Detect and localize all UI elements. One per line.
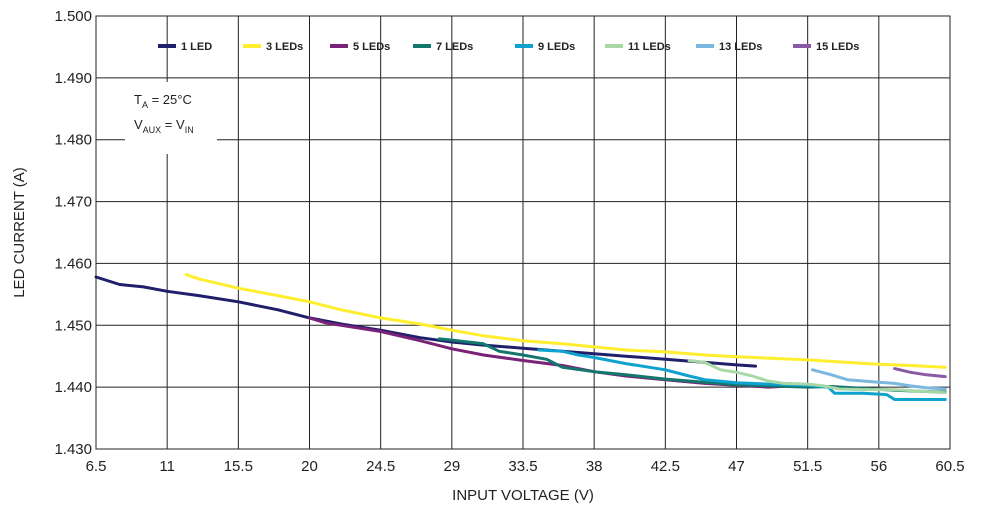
annotation-line-temperature: TA = 25°C: [134, 92, 192, 110]
y-tick-label: 1.430: [54, 441, 92, 458]
x-tick-label: 38: [586, 458, 603, 475]
y-tick-label: 1.500: [54, 8, 92, 25]
x-tick-label: 6.5: [86, 458, 107, 475]
annotation-v-eq: = V: [161, 117, 185, 132]
y-axis-label: LED CURRENT (A): [11, 167, 28, 298]
x-tick-label: 51.5: [793, 458, 822, 475]
y-tick-label: 1.490: [54, 70, 92, 87]
legend-label: 5 LEDs: [353, 41, 390, 53]
x-tick-label: 24.5: [366, 458, 395, 475]
annotation-v-sub2: IN: [185, 125, 194, 135]
x-tick-label: 47: [728, 458, 745, 475]
series-line-9-leds: [537, 348, 947, 401]
y-tick-label: 1.440: [54, 379, 92, 396]
legend: 1 LED 3 LEDs 5 LEDs 7 LEDs 9 LEDs 11 LEDs 13 L…: [158, 41, 859, 53]
series-line-15-leds: [893, 367, 947, 379]
y-tick-label: 1.480: [54, 132, 92, 149]
annotation-line-vaux: VAUX = VIN: [134, 117, 194, 135]
x-tick-labels: 6.5 11 15.5 20 24.5 29 33.5 38 42.5 47 51.5 56 60.5: [86, 458, 965, 475]
y-tick-label: 1.460: [54, 255, 92, 272]
plot-frame: [95, 15, 951, 450]
annotation-v-sub: AUX: [143, 125, 162, 135]
conditions-annotation: TA = 25°C VAUX = VIN: [125, 82, 217, 154]
x-tick-label: 15.5: [224, 458, 253, 475]
x-tick-label: 42.5: [651, 458, 680, 475]
annotation-t-value: = 25°C: [148, 92, 192, 107]
legend-label: 3 LEDs: [266, 41, 303, 53]
annotation-background: [125, 82, 217, 154]
y-tick-labels: 1.430 1.440 1.450 1.460 1.470 1.480 1.490 1.500: [54, 8, 92, 458]
legend-label: 7 LEDs: [436, 41, 473, 53]
x-tick-label: 20: [301, 458, 318, 475]
annotation-t-sub: A: [142, 100, 148, 110]
legend-label: 13 LEDs: [719, 41, 762, 53]
series-line-1-led: [94, 275, 757, 368]
legend-label: 1 LED: [181, 41, 212, 53]
legend-label: 9 LEDs: [538, 41, 575, 53]
y-tick-label: 1.470: [54, 194, 92, 211]
y-tick-label: 1.450: [54, 317, 92, 334]
x-tick-label: 60.5: [935, 458, 964, 475]
x-axis-label: INPUT VOLTAGE (V): [452, 487, 594, 504]
series-line-13-leds: [810, 368, 947, 391]
series-layer: [94, 273, 947, 401]
x-tick-label: 11: [159, 458, 175, 475]
x-tick-label: 56: [870, 458, 887, 475]
legend-label: 15 LEDs: [816, 41, 859, 53]
x-tick-label: 33.5: [508, 458, 537, 475]
annotation-t: T: [134, 92, 142, 107]
series-line-3-leds: [184, 273, 947, 369]
annotation-v: V: [134, 117, 143, 132]
series-line-11-leds: [687, 359, 947, 395]
legend-label: 11 LEDs: [628, 41, 671, 53]
x-tick-label: 29: [443, 458, 460, 475]
